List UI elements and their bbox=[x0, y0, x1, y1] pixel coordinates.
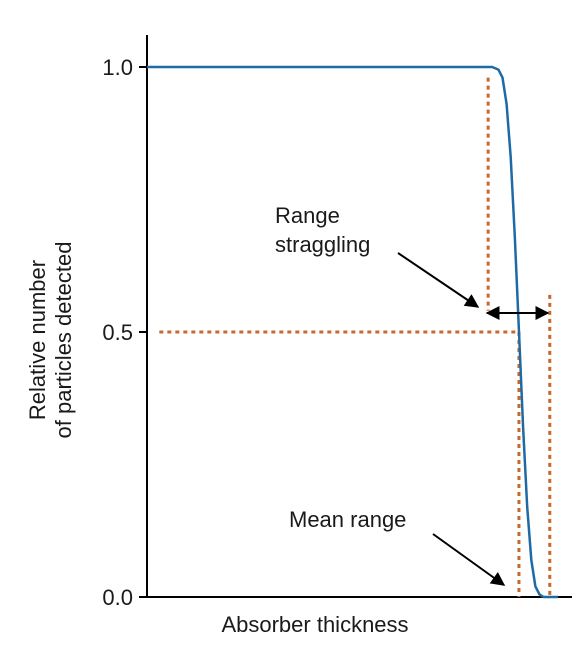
annotation-range-straggling-line-1: Range bbox=[275, 203, 340, 228]
annotation-range-straggling-line-2: straggling bbox=[275, 232, 370, 257]
y-axis-label-line-1: Relative number bbox=[25, 260, 50, 420]
y-axis-label-line-2: of particles detected bbox=[51, 242, 76, 439]
series-line bbox=[147, 65, 558, 599]
guide-lines bbox=[159, 77, 552, 597]
y-tick-label: 0.5 bbox=[102, 320, 133, 345]
y-axis-label: Relative number of particles detected bbox=[25, 242, 76, 439]
mean-range-pointer-arrow bbox=[432, 533, 506, 586]
axes bbox=[146, 35, 572, 598]
annotation-mean-range: Mean range bbox=[289, 507, 506, 586]
range-straggling-pointer-arrow bbox=[397, 252, 480, 308]
annotation-mean-range-label: Mean range bbox=[289, 507, 406, 532]
annotation-range-straggling: Range straggling bbox=[275, 203, 480, 308]
y-tick-label: 0.0 bbox=[102, 585, 133, 610]
series bbox=[147, 65, 558, 599]
x-axis-label: Absorber thickness bbox=[221, 612, 408, 637]
y-ticks: 0.0 0.5 1.0 bbox=[102, 55, 147, 610]
y-tick-label: 1.0 bbox=[102, 55, 133, 80]
